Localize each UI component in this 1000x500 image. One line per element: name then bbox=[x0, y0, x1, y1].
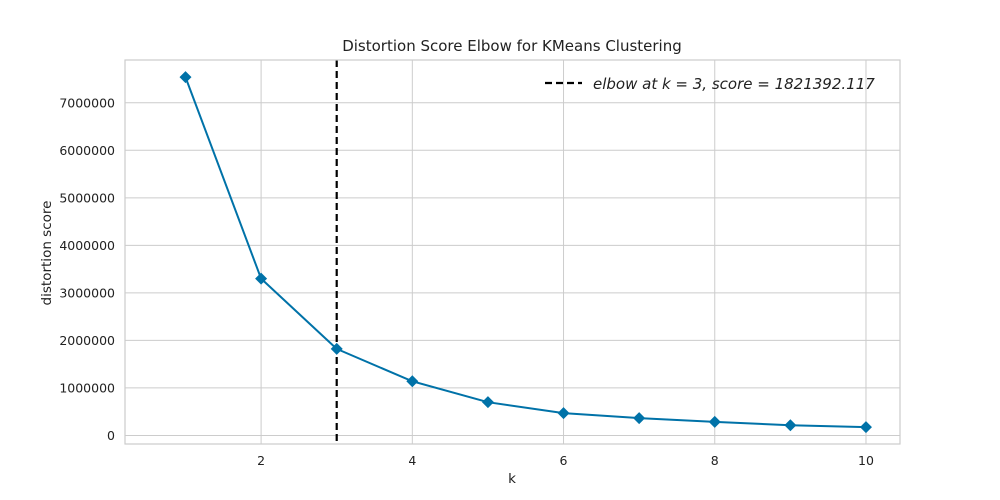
data-point-marker bbox=[255, 272, 268, 285]
x-tick-label: 10 bbox=[858, 453, 874, 468]
y-tick-labels: 0 1000000 2000000 3000000 4000000 5000000 6000… bbox=[59, 95, 115, 443]
y-tick-label: 2000000 bbox=[59, 333, 115, 348]
y-tick-label: 7000000 bbox=[59, 95, 115, 110]
x-tick-label: 2 bbox=[257, 453, 265, 468]
plot-frame bbox=[124, 59, 901, 445]
y-tick-label: 0 bbox=[107, 428, 115, 443]
y-tick-label: 6000000 bbox=[59, 143, 115, 158]
y-tick-label: 1000000 bbox=[59, 380, 115, 395]
x-grid bbox=[260, 60, 867, 444]
x-tick-label: 8 bbox=[711, 453, 719, 468]
legend-label: elbow at k = 3, score = 1821392.117 bbox=[593, 75, 875, 93]
data-point-marker bbox=[179, 71, 192, 84]
x-axis-label: k bbox=[508, 471, 516, 487]
data-point-marker bbox=[481, 396, 494, 409]
data-point-marker bbox=[330, 342, 343, 355]
series-line bbox=[184, 76, 867, 429]
data-point-marker bbox=[708, 415, 721, 428]
y-axis-label: distortion score bbox=[39, 201, 55, 306]
chart-title: Distortion Score Elbow for KMeans Cluste… bbox=[342, 37, 682, 55]
x-tick-label: 6 bbox=[560, 453, 568, 468]
y-tick-label: 4000000 bbox=[59, 238, 115, 253]
y-grid bbox=[125, 102, 900, 436]
legend: elbow at k = 3, score = 1821392.117 bbox=[545, 75, 875, 93]
data-point-marker bbox=[633, 412, 646, 425]
data-point-marker bbox=[406, 375, 419, 388]
y-tick-label: 3000000 bbox=[59, 285, 115, 300]
series-layer bbox=[179, 71, 872, 434]
data-point-marker bbox=[784, 419, 797, 432]
data-point-marker bbox=[859, 421, 872, 434]
x-tick-label: 4 bbox=[408, 453, 416, 468]
plot-area bbox=[124, 59, 901, 445]
data-point-marker bbox=[557, 407, 570, 420]
y-tick-label: 5000000 bbox=[59, 190, 115, 205]
x-tick-labels: 2 4 6 8 10 bbox=[257, 453, 874, 468]
